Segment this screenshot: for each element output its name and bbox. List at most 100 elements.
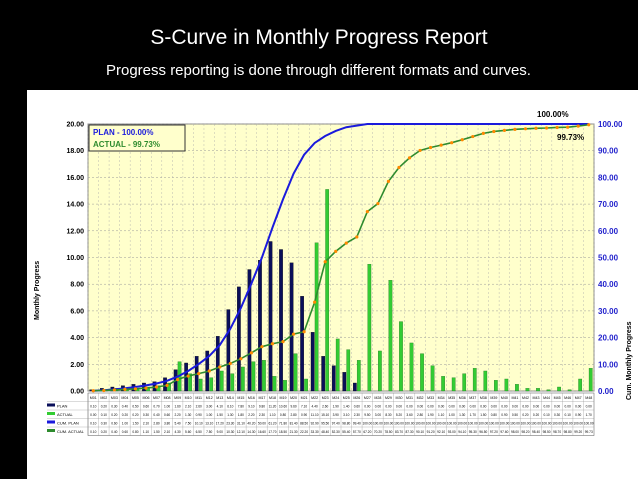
cum-actual-point — [323, 260, 327, 264]
cum-actual-point — [123, 387, 127, 391]
x-tick-label: M04 — [121, 396, 128, 400]
table-cell: 100.00 — [447, 422, 457, 426]
cum-actual-point — [376, 201, 380, 206]
table-cell: 3.90 — [333, 413, 339, 417]
bar-plan — [352, 382, 357, 392]
table-cell: 100.00 — [426, 422, 436, 426]
table-cell: 0.10 — [101, 413, 107, 417]
table-cell: 0.20 — [132, 413, 138, 417]
table-cell: 9.10 — [248, 405, 254, 409]
bar-actual — [251, 361, 256, 392]
y-axis-label: Monthly Progress — [34, 261, 41, 320]
table-cell: 5.40 — [174, 422, 180, 426]
bar-plan — [226, 309, 231, 392]
table-cell: 10.30 — [226, 430, 234, 434]
table-cell: 0.00 — [586, 405, 592, 409]
y2-axis-ticks: 0.00 10.00 20.00 30.00 40.00 50.00 60.00 70.00 8… — [598, 120, 623, 396]
table-cell: 1.90 — [333, 405, 339, 409]
cum-actual-point — [492, 129, 496, 134]
table-cell: 14.30 — [247, 430, 255, 434]
bar-actual — [167, 382, 171, 392]
bar-actual — [504, 378, 509, 392]
cum-actual-point — [481, 131, 485, 135]
table-cell: 0.10 — [90, 405, 96, 409]
slide-subtitle: Progress reporting is done through diffe… — [106, 62, 531, 79]
bar-actual — [462, 373, 467, 392]
table-row-swatch — [47, 403, 55, 407]
y-tick-label: 6.00 — [70, 308, 84, 315]
table-cell: 4.10 — [217, 405, 223, 409]
table-cell: 100.00 — [373, 422, 383, 426]
table-cell: 57.70 — [353, 430, 361, 434]
table-cell: 3.60 — [406, 413, 412, 417]
table-cell: 0.00 — [565, 405, 571, 409]
x-tick-label: M08 — [164, 396, 171, 400]
table-cell: 2.30 — [354, 413, 360, 417]
bars — [89, 189, 593, 392]
bar-actual — [188, 373, 192, 392]
table-cell: 1.10 — [269, 413, 275, 417]
table-cell: 2.10 — [164, 430, 170, 434]
table-cell: 0.20 — [111, 413, 117, 417]
bar-actual — [472, 368, 477, 392]
table-cell: 100.00 — [405, 422, 415, 426]
bar-plan — [310, 332, 315, 392]
bar-actual — [356, 360, 361, 392]
bar-actual — [335, 338, 340, 392]
data-table: M01 M02 M03 M04 M05 M06 M07 M08 M09 M10 M11 M12 M13 M… — [47, 392, 595, 436]
table-cell: 1.50 — [132, 422, 138, 426]
bar-plan — [289, 262, 294, 392]
table-cell: 0.00 — [427, 405, 433, 409]
x-tick-label: M45 — [554, 396, 561, 400]
table-cell: 97.40 — [332, 422, 340, 426]
table-cell: 17.20 — [216, 422, 224, 426]
bar-actual — [293, 353, 298, 392]
x-tick-label: M05 — [132, 396, 139, 400]
table-cell: 0.00 — [543, 405, 549, 409]
table-cell: 23.30 — [226, 422, 234, 426]
cum-actual-point — [355, 235, 359, 239]
table-cell: 50.00 — [258, 422, 266, 426]
bar-plan — [258, 260, 262, 392]
table-cell: 7.80 — [238, 405, 244, 409]
x-tick-label: M15 — [237, 396, 244, 400]
table-cell: 97.20 — [490, 430, 498, 434]
bar-plan — [279, 249, 283, 392]
table-cell: 3.10 — [343, 413, 349, 417]
table-cell: 9.00 — [217, 430, 223, 434]
x-tick-label: M02 — [100, 396, 107, 400]
cum-actual-point — [523, 127, 528, 131]
table-cell: 2.80 — [153, 422, 159, 426]
cum-actual-point — [513, 127, 517, 131]
x-tick-label: M27 — [364, 396, 371, 400]
cumulative-lines — [91, 123, 591, 393]
table-cell: 95.50 — [321, 422, 329, 426]
table-cell: 0.60 — [122, 430, 128, 434]
cum-actual-point — [566, 125, 570, 129]
table-cell: 0.90 — [301, 413, 307, 417]
chart-panel: 0.00 2.00 4.00 6.00 8.00 10.00 12.00 14.00 16.00… — [27, 90, 638, 479]
table-cell: 100.00 — [478, 422, 488, 426]
table-cell: 1.40 — [343, 405, 349, 409]
cum-actual-point — [587, 123, 591, 127]
table-cell: 1.00 — [164, 405, 170, 409]
bar-actual — [515, 384, 519, 392]
table-cell: 0.00 — [491, 405, 497, 409]
table-cell: 0.00 — [438, 405, 444, 409]
table-cell: 0.80 — [491, 413, 497, 417]
y2-tick-label: 40.00 — [598, 280, 619, 289]
cum-actual-point — [344, 241, 348, 245]
bar-actual — [198, 378, 203, 392]
cum-actual-point — [534, 126, 538, 130]
x-tick-label: M33 — [427, 396, 434, 400]
y2-tick-label: 80.00 — [598, 173, 619, 182]
cum-actual-point — [450, 141, 454, 145]
x-tick-label: M30 — [395, 396, 402, 400]
table-cell: 100.00 — [510, 422, 520, 426]
table-cell: 1.10 — [143, 430, 149, 434]
legend-actual: ACTUAL - 99.73% — [93, 140, 160, 149]
table-cell: 2.30 — [259, 413, 265, 417]
table-cell: 12.10 — [237, 430, 245, 434]
table-cell: 0.60 — [164, 413, 170, 417]
line-cum-plan — [93, 123, 589, 392]
